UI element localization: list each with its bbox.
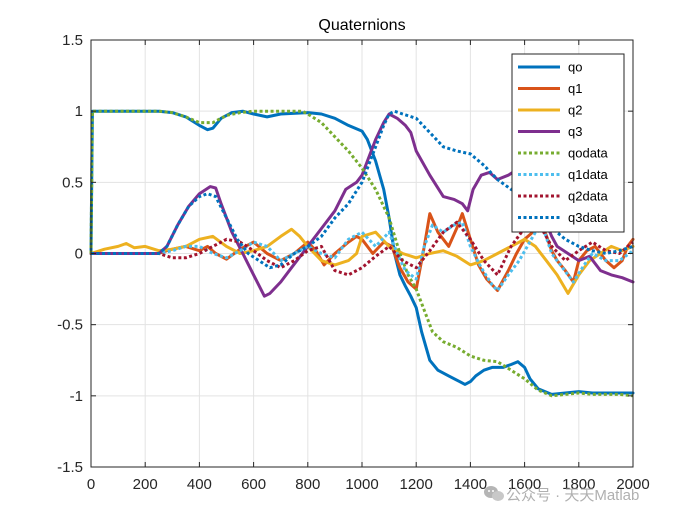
y-tick-label: 0 (75, 246, 83, 263)
series-line-q2data (91, 220, 634, 277)
y-tick-label: 1 (75, 103, 83, 120)
x-tick-label: 1600 (508, 476, 541, 493)
chart-title: Quaternions (318, 17, 405, 34)
watermark: 公众号 · 天天Matlab (484, 486, 639, 504)
legend-label-q2: q2 (568, 103, 582, 118)
legend-label-q3: q3 (568, 124, 582, 139)
y-tick-label: -1.5 (57, 459, 83, 476)
legend-box (511, 53, 625, 233)
x-tick-label: 400 (187, 476, 212, 493)
x-tick-label: 1200 (400, 476, 433, 493)
legend: qo q1 q2 q3 qodata q1data q2data q3data (511, 53, 625, 233)
x-tick-label: 1800 (562, 476, 595, 493)
x-tick-label: 600 (241, 476, 266, 493)
series-line-qo (89, 109, 635, 396)
y-tick-label: -1 (70, 388, 83, 405)
axes (90, 39, 634, 468)
legend-label-q1: q1 (568, 81, 582, 96)
legend-label-q2data: q2data (568, 189, 609, 204)
x-tick-label: 800 (295, 476, 320, 493)
x-tick-label: 200 (133, 476, 158, 493)
legend-label-q1data: q1data (568, 167, 609, 182)
legend-label-qodata: qodata (568, 146, 609, 161)
y-tick-label: 0.5 (62, 174, 83, 191)
x-tick-label: 1000 (345, 476, 378, 493)
y-tick-label: -0.5 (57, 317, 83, 334)
watermark-text: 公众号 · 天天Matlab (506, 487, 639, 504)
x-tick-label: 2000 (616, 476, 649, 493)
wechat-icon (484, 486, 504, 501)
y-tick-label: 1.5 (62, 32, 83, 49)
x-tick-label: 1400 (454, 476, 487, 493)
legend-label-qo: qo (568, 60, 582, 75)
x-tick-label: 0 (87, 476, 95, 493)
series-line-qodata (89, 109, 634, 398)
legend-label-q3data: q3data (568, 210, 609, 225)
tick-labels: 0 200 400 600 800 1000 1200 1400 1600 1800 2000 -1.… (57, 32, 650, 493)
series-lines (89, 109, 635, 398)
